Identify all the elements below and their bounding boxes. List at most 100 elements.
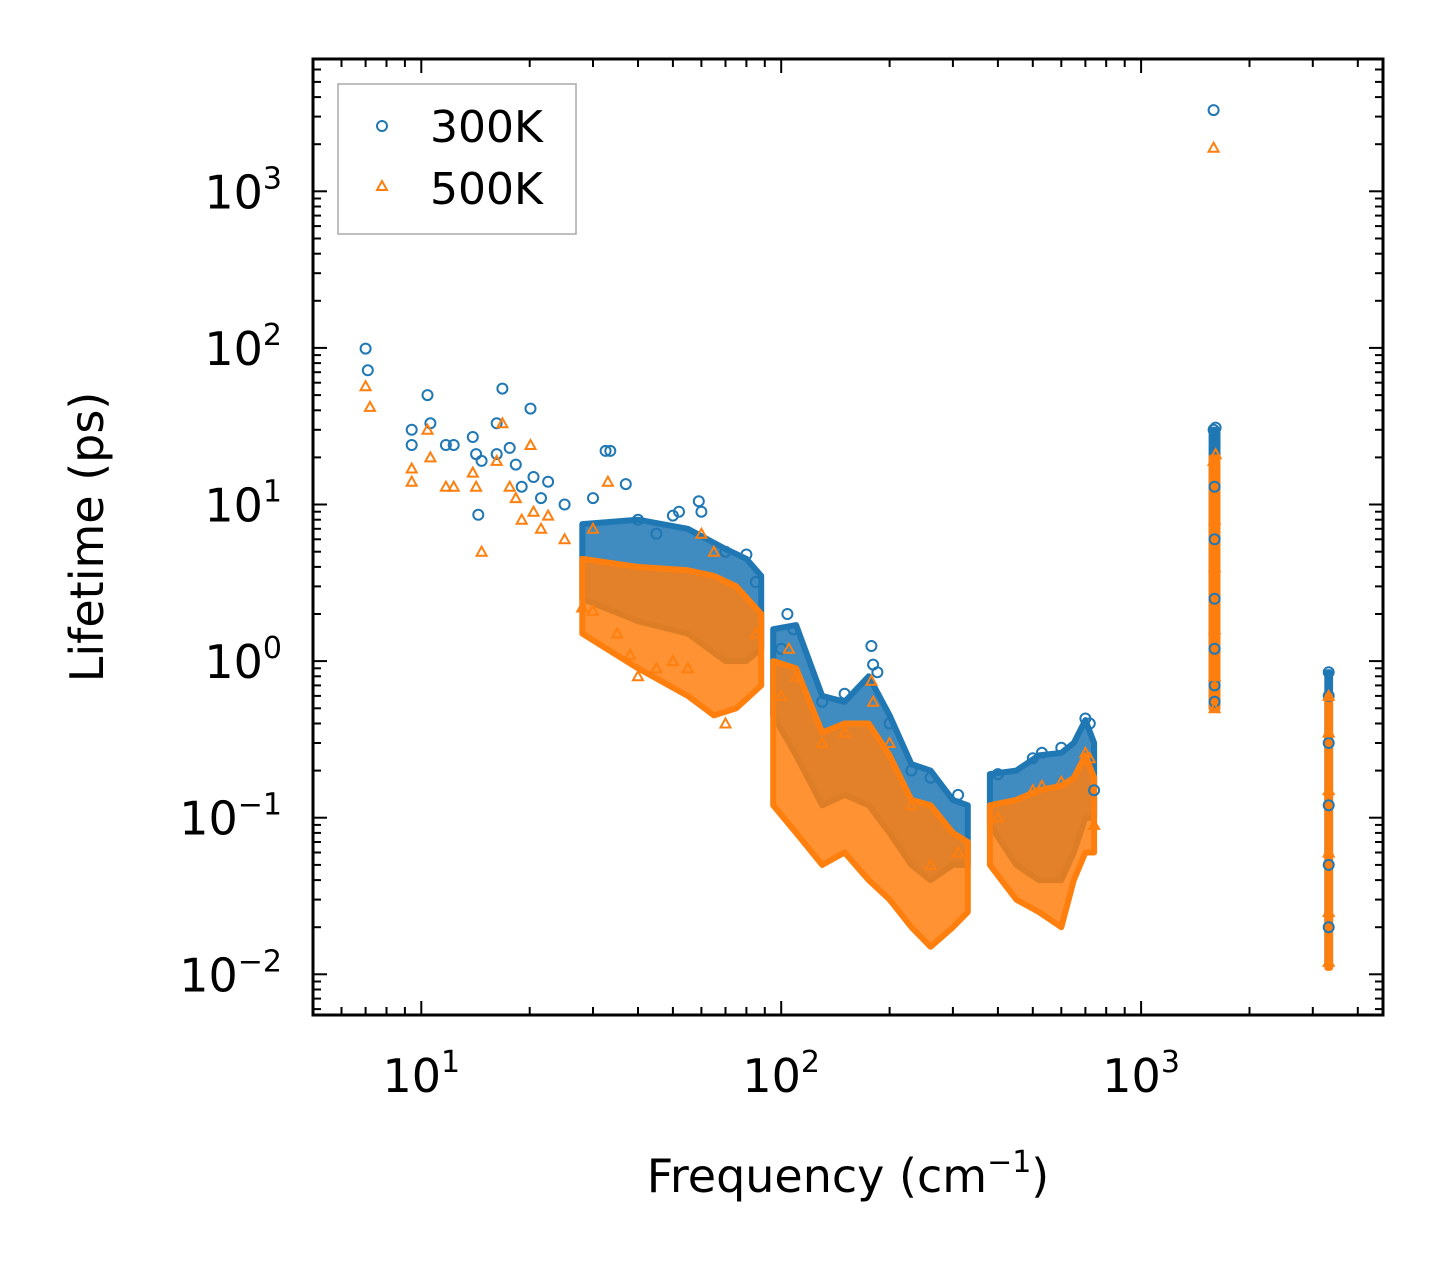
point-300k-23 bbox=[587, 492, 599, 505]
x-axis-label: Frequency (cm−1) bbox=[647, 1145, 1050, 1203]
point-300k-15 bbox=[503, 441, 516, 454]
point-300k-51 bbox=[1055, 741, 1068, 754]
point-300k-20 bbox=[535, 492, 547, 505]
point-300k-61 bbox=[1208, 642, 1221, 655]
point-300k-34 bbox=[740, 548, 753, 561]
point-500k-48 bbox=[1035, 778, 1049, 791]
point-300k-49 bbox=[1026, 752, 1039, 765]
point-500k-6 bbox=[439, 479, 453, 492]
point-500k-58 bbox=[1207, 622, 1222, 635]
point-300k-56 bbox=[1207, 423, 1220, 436]
x-tick-label-2: 103 bbox=[1102, 1045, 1180, 1103]
y-tick-label-4: 102 bbox=[204, 318, 282, 376]
point-500k-7 bbox=[447, 479, 461, 492]
point-300k-50 bbox=[1035, 746, 1048, 759]
point-500k-43 bbox=[904, 798, 919, 811]
point-500k-64 bbox=[1322, 845, 1336, 858]
point-500k-9 bbox=[469, 479, 483, 492]
point-500k-56 bbox=[1207, 512, 1222, 525]
legend: 300K 500K bbox=[337, 83, 577, 235]
point-cloud-layer bbox=[579, 426, 1334, 971]
point-500k-28 bbox=[649, 661, 664, 674]
point-500k-36 bbox=[782, 641, 796, 654]
point-500k-16 bbox=[515, 512, 529, 525]
point-500k-35 bbox=[774, 688, 788, 701]
point-300k-19 bbox=[527, 471, 540, 483]
point-300k-69 bbox=[1322, 921, 1335, 934]
x-tick-label-1: 102 bbox=[742, 1045, 820, 1103]
legend-label-500k: 500K bbox=[430, 164, 544, 215]
point-500k-57 bbox=[1207, 559, 1222, 572]
point-500k-46 bbox=[991, 810, 1005, 823]
point-300k-8 bbox=[466, 431, 479, 443]
point-500k-11 bbox=[490, 453, 504, 466]
point-500k-54 bbox=[1206, 453, 1221, 466]
point-300k-64 bbox=[1322, 666, 1335, 679]
point-500k-53 bbox=[1206, 140, 1221, 153]
point-500k-61 bbox=[1322, 688, 1336, 701]
y-tick-label-0: 10−2 bbox=[179, 944, 282, 1002]
point-500k-63 bbox=[1322, 783, 1336, 796]
point-300k-0 bbox=[359, 342, 372, 355]
point-300k-39 bbox=[816, 695, 829, 708]
point-300k-35 bbox=[749, 576, 762, 588]
plot-frame bbox=[311, 57, 1385, 1017]
point-300k-55 bbox=[1207, 104, 1220, 117]
point-500k-51 bbox=[1083, 751, 1097, 764]
point-500k-32 bbox=[707, 544, 721, 557]
point-500k-22 bbox=[601, 474, 615, 487]
point-300k-24 bbox=[599, 444, 612, 457]
point-500k-50 bbox=[1078, 745, 1093, 758]
point-500k-30 bbox=[681, 661, 695, 674]
point-500k-49 bbox=[1054, 774, 1068, 787]
legend-box bbox=[337, 83, 577, 235]
point-500k-33 bbox=[718, 716, 733, 729]
point-300k-43 bbox=[871, 666, 884, 679]
point-300k-2 bbox=[405, 423, 418, 436]
point-300k-32 bbox=[695, 505, 708, 518]
point-500k-41 bbox=[866, 694, 880, 707]
y-tick-label-2: 100 bbox=[204, 631, 282, 689]
cloud-500k-0 bbox=[579, 555, 765, 719]
point-500k-17 bbox=[526, 504, 541, 517]
point-500k-19 bbox=[541, 508, 555, 521]
point-500k-62 bbox=[1322, 725, 1336, 738]
point-300k-6 bbox=[439, 439, 452, 451]
point-300k-27 bbox=[632, 513, 644, 526]
point-500k-40 bbox=[864, 673, 879, 686]
y-tick-label-1: 10−1 bbox=[179, 788, 282, 846]
point-300k-26 bbox=[619, 478, 632, 491]
point-300k-48 bbox=[991, 768, 1004, 781]
point-300k-17 bbox=[524, 402, 537, 415]
legend-marker-300k bbox=[376, 120, 388, 132]
scatter-points-layer bbox=[358, 104, 1336, 967]
point-300k-30 bbox=[673, 505, 685, 518]
point-300k-33 bbox=[719, 545, 732, 558]
point-500k-65 bbox=[1322, 904, 1336, 917]
x-tick-label-0: 101 bbox=[382, 1045, 460, 1103]
point-500k-39 bbox=[837, 725, 852, 738]
point-500k-34 bbox=[749, 626, 763, 639]
point-300k-59 bbox=[1208, 533, 1221, 546]
point-300k-46 bbox=[924, 771, 937, 784]
point-500k-55 bbox=[1208, 447, 1223, 460]
point-500k-18 bbox=[534, 521, 548, 534]
point-500k-3 bbox=[405, 474, 419, 487]
point-500k-42 bbox=[882, 735, 897, 748]
point-300k-58 bbox=[1208, 480, 1221, 493]
point-500k-1 bbox=[363, 399, 377, 412]
point-300k-22 bbox=[558, 498, 571, 511]
point-500k-4 bbox=[420, 422, 435, 435]
point-500k-15 bbox=[523, 437, 538, 450]
point-500k-26 bbox=[623, 647, 637, 660]
point-500k-0 bbox=[358, 379, 373, 392]
y-axis-label: Lifetime (ps) bbox=[60, 392, 114, 683]
point-500k-60 bbox=[1207, 701, 1222, 714]
point-300k-68 bbox=[1322, 858, 1335, 871]
point-500k-29 bbox=[666, 654, 680, 667]
point-300k-11 bbox=[472, 508, 485, 521]
point-300k-57 bbox=[1209, 421, 1222, 434]
point-500k-2 bbox=[405, 461, 419, 474]
point-300k-45 bbox=[905, 764, 918, 777]
